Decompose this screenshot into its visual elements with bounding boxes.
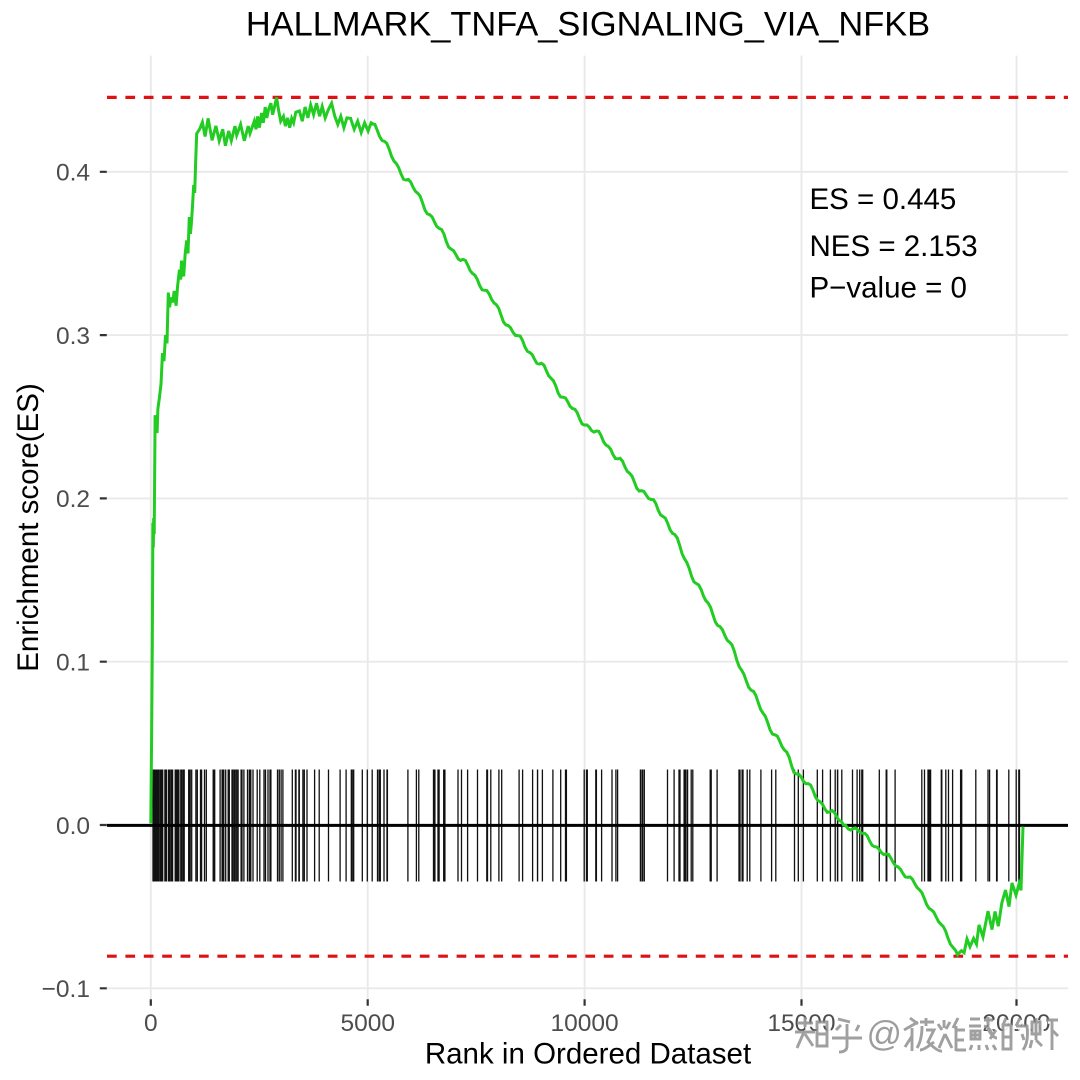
svg-text:0.1: 0.1 bbox=[56, 650, 90, 677]
svg-text:Enrichment score(ES): Enrichment score(ES) bbox=[12, 383, 45, 672]
svg-text:@: @ bbox=[867, 1015, 903, 1054]
svg-text:0.0: 0.0 bbox=[56, 813, 90, 840]
svg-text:@: @ bbox=[868, 1016, 904, 1055]
svg-text:HALLMARK_TNFA_SIGNALING_VIA_NF: HALLMARK_TNFA_SIGNALING_VIA_NFKB bbox=[246, 6, 930, 44]
svg-text:P−value = 0: P−value = 0 bbox=[810, 272, 967, 305]
svg-text:Rank in Ordered Dataset: Rank in Ordered Dataset bbox=[425, 1038, 751, 1071]
svg-text:10000: 10000 bbox=[551, 1010, 619, 1037]
svg-text:0.3: 0.3 bbox=[56, 323, 90, 350]
svg-text:0: 0 bbox=[144, 1010, 158, 1037]
svg-text:−0.1: −0.1 bbox=[42, 976, 90, 1003]
svg-text:NES = 2.153: NES = 2.153 bbox=[810, 230, 978, 263]
svg-text:0.4: 0.4 bbox=[56, 160, 90, 187]
svg-text:0.2: 0.2 bbox=[56, 486, 90, 513]
svg-text:5000: 5000 bbox=[340, 1010, 395, 1037]
svg-text:ES = 0.445: ES = 0.445 bbox=[810, 183, 957, 216]
